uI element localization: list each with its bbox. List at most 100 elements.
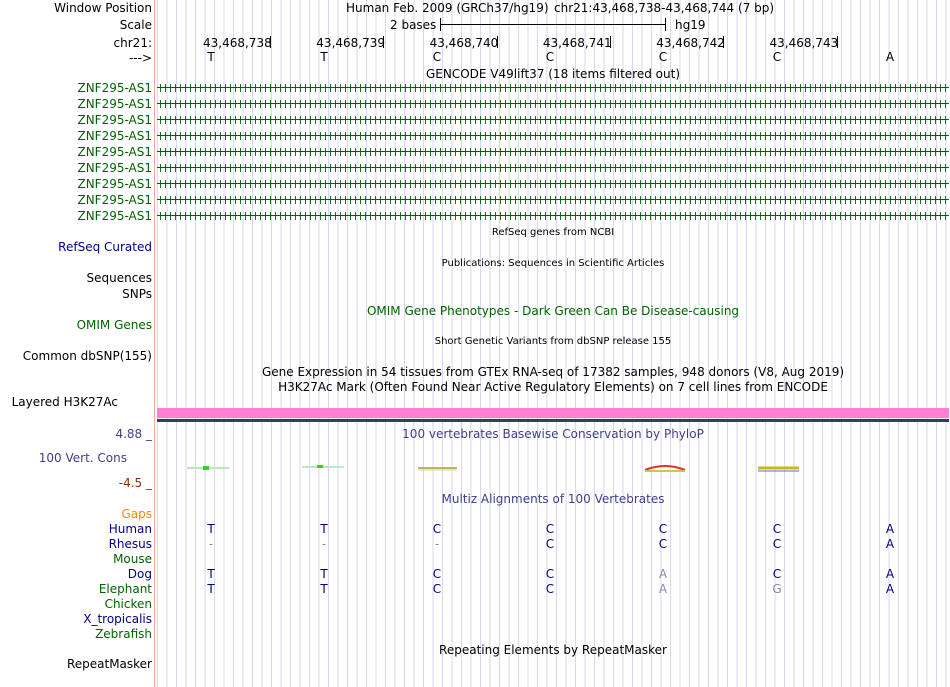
strand-arrows — [157, 164, 949, 172]
gencode-transcript[interactable] — [157, 132, 949, 140]
alignment-base: C — [772, 567, 782, 581]
phylop-conservation-plot[interactable] — [157, 458, 949, 478]
gencode-item-label[interactable]: ZNF295-AS1 — [77, 209, 152, 223]
gencode-transcript[interactable] — [157, 84, 949, 92]
ruler-position: 43,468,739 — [316, 36, 386, 50]
species-label-chicken[interactable]: Chicken — [104, 597, 152, 611]
h3k27ac-band[interactable] — [157, 408, 949, 418]
reference-base: C — [545, 50, 555, 64]
gencode-item-label[interactable]: ZNF295-AS1 — [77, 145, 152, 159]
label-strand[interactable]: ---> — [128, 51, 152, 65]
strand-arrows — [157, 116, 949, 124]
reference-base: C — [772, 50, 782, 64]
label-gaps[interactable]: Gaps — [121, 507, 152, 521]
gencode-item-label[interactable]: ZNF295-AS1 — [77, 113, 152, 127]
gencode-item-label[interactable]: ZNF295-AS1 — [77, 97, 152, 111]
publications-track-title[interactable]: Publications: Sequences in Scientific Ar… — [441, 258, 665, 269]
phylop-peak-t1 — [203, 466, 209, 470]
h3k27ac-baseline — [157, 419, 949, 422]
alignment-base: C — [432, 522, 442, 536]
scale-bar — [440, 24, 666, 25]
alignment-base: C — [545, 567, 555, 581]
alignment-base: T — [320, 522, 328, 536]
alignment-base: T — [207, 582, 215, 596]
reference-base: A — [885, 50, 895, 64]
dbsnp-track-title[interactable]: Short Genetic Variants from dbSNP releas… — [434, 336, 672, 347]
multiz-track-title[interactable]: Multiz Alignments of 100 Vertebrates — [441, 492, 665, 506]
gencode-item-label[interactable]: ZNF295-AS1 — [77, 81, 152, 95]
species-label-elephant[interactable]: Elephant — [98, 582, 152, 596]
alignment-base: C — [545, 537, 555, 551]
gencode-transcript[interactable] — [157, 164, 949, 172]
phylop-track-title[interactable]: 100 vertebrates Basewise Conservation by… — [402, 427, 704, 441]
gencode-item-label[interactable]: ZNF295-AS1 — [77, 193, 152, 207]
strand-arrows — [157, 212, 949, 220]
ruler-tick — [496, 36, 498, 48]
gencode-item-label[interactable]: ZNF295-AS1 — [77, 161, 152, 175]
phylop-curve-c3 — [644, 465, 686, 471]
gencode-transcript[interactable] — [157, 116, 949, 124]
gencode-transcript[interactable] — [157, 100, 949, 108]
alignment-base: C — [772, 522, 782, 536]
label-divider — [154, 0, 155, 687]
ruler-tick — [609, 36, 611, 48]
repeatmasker-track-title[interactable]: Repeating Elements by RepeatMasker — [439, 643, 667, 657]
label-cons-min: -4.5 _ — [118, 476, 152, 490]
reference-base: T — [320, 50, 328, 64]
alignment-base: C — [432, 567, 442, 581]
strand-arrows — [157, 132, 949, 140]
label-snps[interactable]: SNPs — [122, 287, 152, 301]
label-chrom: chr21: — [113, 36, 152, 50]
ruler-tick — [383, 36, 385, 48]
species-label-rhesus[interactable]: Rhesus — [108, 537, 152, 551]
strand-arrows — [157, 196, 949, 204]
species-label-x_tropicalis[interactable]: X_tropicalis — [83, 612, 152, 626]
omim-track-title[interactable]: OMIM Gene Phenotypes - Dark Green Can Be… — [366, 304, 740, 318]
scale-bar-left-cap — [440, 18, 441, 31]
label-layered-h3k27ac[interactable]: Layered H3K27Ac — [11, 395, 118, 409]
alignment-base: T — [320, 567, 328, 581]
species-label-human[interactable]: Human — [108, 522, 152, 536]
ruler-position: 43,468,740 — [429, 36, 499, 50]
label-repeatmasker[interactable]: RepeatMasker — [66, 657, 152, 671]
gencode-transcript[interactable] — [157, 148, 949, 156]
alignment-base: C — [658, 522, 668, 536]
alignment-base: - — [434, 537, 440, 551]
species-label-zebrafish[interactable]: Zebrafish — [95, 627, 152, 641]
label-scale: Scale — [119, 18, 152, 32]
label-common-dbsnp[interactable]: Common dbSNP(155) — [22, 349, 152, 363]
h3k27ac-track-title[interactable]: H3K27Ac Mark (Often Found Near Active Re… — [278, 380, 828, 394]
gencode-track-title[interactable]: GENCODE V49lift37 (18 items filtered out… — [425, 67, 680, 81]
alignment-base: A — [658, 582, 668, 596]
scale-db: hg19 — [675, 18, 706, 32]
alignment-base: - — [208, 537, 214, 551]
gencode-transcript[interactable] — [157, 196, 949, 204]
refseq-track-title[interactable]: RefSeq genes from NCBI — [491, 227, 615, 238]
alignment-base: - — [321, 537, 327, 551]
strand-arrows — [157, 84, 949, 92]
alignment-base: A — [658, 567, 668, 581]
strand-arrows — [157, 100, 949, 108]
gencode-item-label[interactable]: ZNF295-AS1 — [77, 177, 152, 191]
reference-base: C — [658, 50, 668, 64]
label-sequences[interactable]: Sequences — [86, 271, 152, 285]
ruler-position: 43,468,741 — [542, 36, 612, 50]
scale-bar-right-cap — [665, 18, 666, 31]
alignment-base: C — [658, 537, 668, 551]
label-omim[interactable]: OMIM Genes — [76, 318, 152, 332]
strand-arrows — [157, 180, 949, 188]
gencode-transcript[interactable] — [157, 180, 949, 188]
species-label-mouse[interactable]: Mouse — [113, 552, 152, 566]
label-cons-max: 4.88 _ — [115, 427, 152, 441]
label-refseq[interactable]: RefSeq Curated — [58, 240, 152, 254]
gencode-transcript[interactable] — [157, 212, 949, 220]
species-label-dog[interactable]: Dog — [127, 567, 152, 581]
reference-base: C — [432, 50, 442, 64]
ruler-position: 43,468,738 — [203, 36, 272, 50]
alignment-base: C — [432, 582, 442, 596]
gtex-track-title[interactable]: Gene Expression in 54 tissues from GTEx … — [261, 365, 845, 379]
alignment-base: T — [320, 582, 328, 596]
alignment-base: G — [772, 582, 782, 596]
label-cons-name[interactable]: 100 Vert. Cons — [38, 451, 127, 465]
gencode-item-label[interactable]: ZNF295-AS1 — [77, 129, 152, 143]
